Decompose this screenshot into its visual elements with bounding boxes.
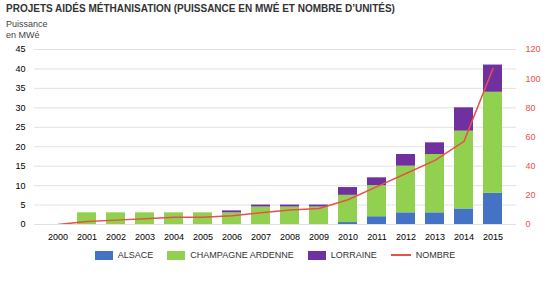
- svg-text:2002: 2002: [106, 232, 126, 242]
- svg-text:2011: 2011: [367, 232, 386, 242]
- svg-text:5: 5: [20, 200, 25, 210]
- svg-text:2008: 2008: [280, 232, 300, 242]
- svg-text:15: 15: [15, 161, 25, 171]
- svg-text:25: 25: [15, 122, 25, 132]
- svg-text:2014: 2014: [454, 232, 474, 242]
- svg-text:2005: 2005: [193, 232, 213, 242]
- svg-text:2000: 2000: [48, 232, 68, 242]
- svg-text:0: 0: [20, 219, 25, 229]
- svg-text:40: 40: [15, 64, 25, 74]
- svg-text:40: 40: [526, 161, 536, 171]
- html-text:en MWé: en MWé: [6, 30, 40, 40]
- svg-text:20: 20: [15, 142, 25, 152]
- svg-text:80: 80: [526, 103, 536, 113]
- html-text:PROJETS AIDÉS MÉTHANISATION (P: PROJETS AIDÉS MÉTHANISATION (PUISSANCE E…: [6, 3, 395, 14]
- svg-text:30: 30: [15, 103, 25, 113]
- svg-text:0: 0: [526, 219, 531, 229]
- svg-text:20: 20: [526, 190, 536, 200]
- svg-text:100: 100: [526, 74, 541, 84]
- html-text:ALSACE: ALSACE: [117, 250, 154, 260]
- svg-text:60: 60: [526, 132, 536, 142]
- svg-text:2013: 2013: [425, 232, 445, 242]
- html-text:Puissance: Puissance: [6, 19, 48, 29]
- svg-text:2009: 2009: [309, 232, 329, 242]
- svg-text:35: 35: [15, 83, 25, 93]
- html-text:CHAMPAGNE ARDENNE: CHAMPAGNE ARDENNE: [190, 250, 294, 260]
- svg-text:120: 120: [526, 44, 541, 54]
- svg-text:45: 45: [15, 44, 25, 54]
- svg-text:2001: 2001: [77, 232, 97, 242]
- html-text:NOMBRE: NOMBRE: [415, 250, 456, 260]
- svg-text:2010: 2010: [338, 232, 358, 242]
- svg-text:10: 10: [15, 180, 25, 190]
- svg-text:2006: 2006: [222, 232, 242, 242]
- svg-text:2007: 2007: [251, 232, 271, 242]
- svg-text:2003: 2003: [135, 232, 155, 242]
- svg-text:2004: 2004: [164, 232, 184, 242]
- svg-text:2015: 2015: [483, 232, 503, 242]
- svg-text:2012: 2012: [396, 232, 416, 242]
- html-text:LORRAINE: LORRAINE: [330, 250, 377, 260]
